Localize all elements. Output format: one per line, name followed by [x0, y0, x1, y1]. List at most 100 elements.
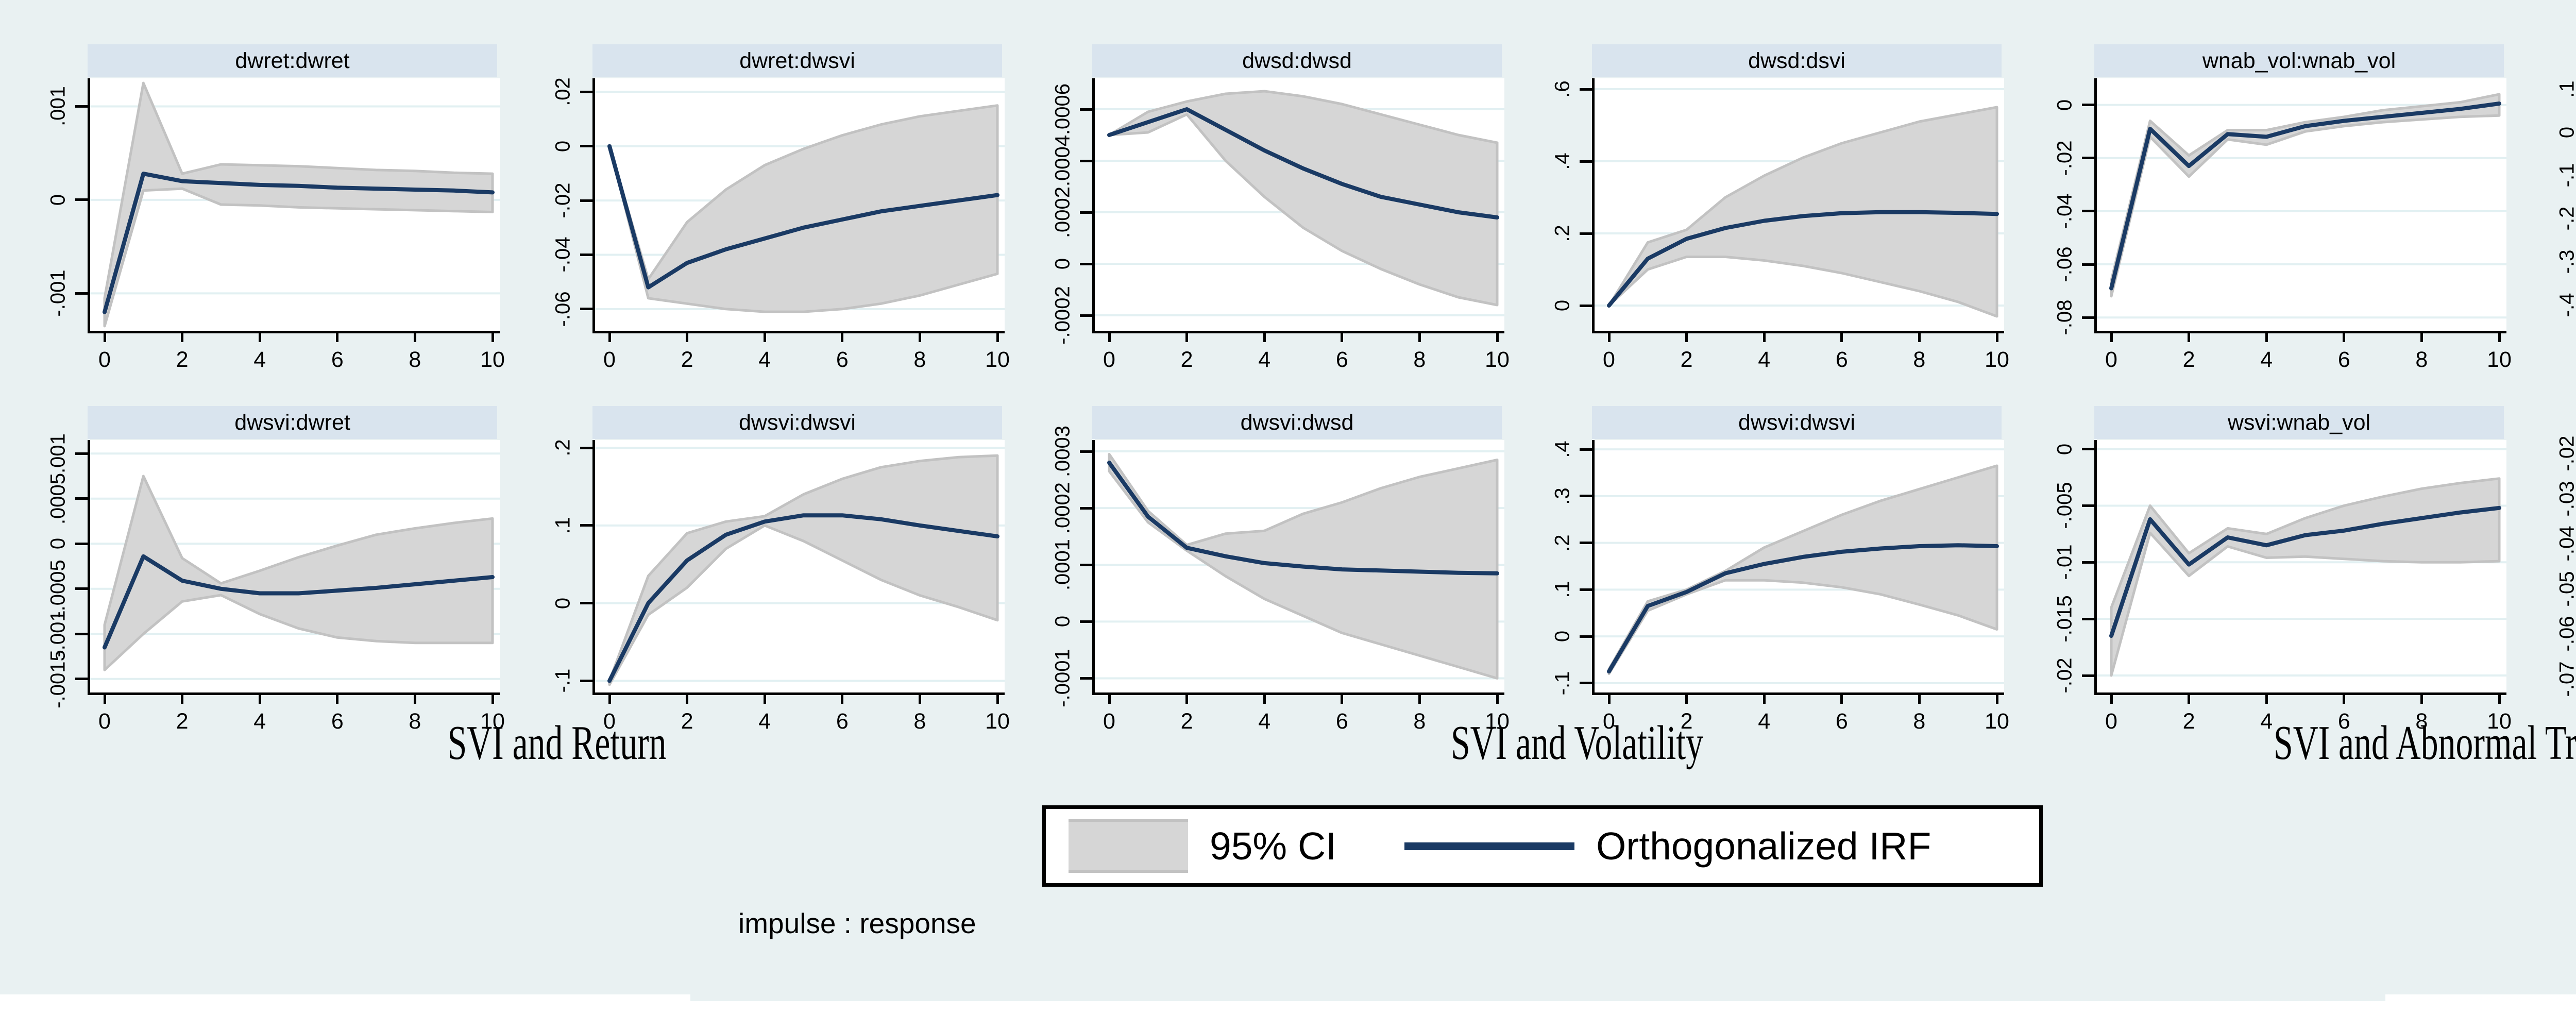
x-tick-mark	[1496, 692, 1499, 704]
x-tick-label: 6	[836, 709, 849, 734]
ci-band	[1607, 464, 1998, 675]
x-tick-label: 2	[2182, 347, 2195, 372]
y-tick-mark	[75, 497, 88, 500]
y-tick-mark	[580, 679, 592, 682]
y-tick-label: -.06	[2555, 616, 2576, 652]
x-tick-mark	[1607, 331, 1611, 342]
legend-irf-label: Orthogonalized IRF	[1596, 824, 1931, 868]
y-tick-mark	[580, 524, 592, 527]
x-tick-mark	[103, 331, 106, 342]
x-tick-mark	[918, 331, 921, 342]
x-tick-mark	[1496, 331, 1499, 342]
irf-panel: dwsvi:dwret .001.0005 0 -.0005 -.001 -.0015 0 2…	[47, 406, 505, 734]
y-tick-label: .3	[1551, 487, 1574, 505]
x-tick-label: 0	[603, 709, 616, 734]
x-tick-label: 8	[1913, 347, 1926, 372]
x-tick-mark	[103, 692, 106, 704]
y-tick-label: -.0005	[46, 560, 70, 618]
irf-chart-svg	[90, 81, 500, 328]
panel-title: dwret:dwsvi	[739, 48, 855, 73]
y-tick-label: -.01	[2053, 544, 2076, 580]
x-tick-mark	[181, 331, 184, 342]
y-tick-label: -.07	[2555, 661, 2576, 697]
x-tick-label: 8	[2415, 347, 2428, 372]
impulse-response-note: impulse : response	[738, 907, 976, 939]
plot-area: .6 .4 .2 0 0 2 4 6 8 10	[1551, 78, 2009, 372]
plot-area: .001.0005 0 -.0005 -.001 -.0015 0 2 4 6 8 10	[47, 433, 505, 734]
y-tick-label: .2	[1551, 534, 1574, 552]
y-tick-mark	[580, 90, 592, 93]
y-tick-label: -.04	[2555, 526, 2576, 562]
irf-line	[1107, 461, 1499, 576]
y-tick-mark	[75, 587, 88, 590]
y-tick-mark	[2082, 316, 2094, 319]
x-tick-label: 10	[480, 347, 505, 372]
x-tick-mark	[413, 331, 416, 342]
x-tick-mark	[1685, 331, 1688, 342]
y-tick-label: .0003	[1051, 425, 1074, 478]
x-tick-mark	[996, 692, 999, 704]
y-tick-mark	[1580, 160, 1592, 163]
y-tick-mark	[2082, 674, 2094, 677]
x-tick-mark	[1418, 331, 1421, 342]
y-tick-mark	[2082, 617, 2094, 620]
x-tick-label: 4	[1758, 347, 1771, 372]
x-tick-label: 2	[176, 347, 189, 372]
x-tick-label: 8	[409, 709, 421, 734]
irf-chart-svg	[1595, 448, 2004, 684]
x-tick-label: 0	[1103, 347, 1115, 372]
x-tick-mark	[1995, 331, 1998, 342]
x-tick-label: 10	[985, 347, 1010, 372]
x-tick-mark	[918, 692, 921, 704]
y-tick-mark	[580, 145, 592, 148]
x-tick-mark	[2110, 692, 2113, 704]
x-tick-mark	[1341, 331, 1344, 342]
panel-title-strip: dwsd:dwsd	[1092, 44, 1502, 77]
y-tick-mark	[1580, 588, 1592, 591]
irf-panel: dwsvi:dwsd .0003 .0002 .0001 0 -.0001 0 2 4 6 8 10	[1052, 406, 1510, 734]
x-tick-label: 6	[1835, 347, 1848, 372]
irf-line	[2109, 505, 2501, 638]
y-tick-label: .0002	[1051, 186, 1074, 239]
panel-title: dwret:dwret	[235, 48, 350, 73]
y-tick-label: .0005	[46, 472, 70, 525]
y-tick-mark	[2082, 561, 2094, 564]
y-tick-mark	[75, 678, 88, 681]
y-tick-mark	[1580, 542, 1592, 545]
y-tick-label: -.4	[2555, 293, 2576, 317]
x-tick-label: 8	[1413, 709, 1426, 734]
irf-line-icon	[1404, 842, 1574, 850]
ci-band	[608, 104, 999, 313]
x-tick-label: 0	[1603, 347, 1615, 372]
panel-title: dwsvi:dwret	[234, 410, 350, 435]
y-tick-label: 0	[1551, 299, 1574, 312]
y-tick-label: 0	[1051, 258, 1074, 270]
x-tick-label: 4	[758, 347, 771, 372]
x-tick-mark	[608, 331, 611, 342]
y-tick-label: .02	[551, 77, 574, 107]
x-tick-label: 0	[98, 347, 111, 372]
x-tick-mark	[1762, 692, 1766, 704]
x-tick-mark	[2110, 331, 2113, 342]
y-tick-label: -.03	[2555, 481, 2576, 517]
ci-band	[2110, 477, 2501, 677]
y-tick-label: -.02	[2053, 140, 2076, 176]
x-tick-mark	[1685, 692, 1688, 704]
panel-title-strip: wsvi:wnab_vol	[2094, 406, 2504, 439]
x-tick-label: 2	[1180, 709, 1193, 734]
x-tick-label: 6	[2337, 709, 2350, 734]
y-tick-mark	[1080, 620, 1092, 623]
x-tick-mark	[1607, 692, 1611, 704]
x-tick-label: 10	[1485, 347, 1510, 372]
x-tick-label: 4	[253, 347, 266, 372]
x-tick-label: 8	[913, 709, 926, 734]
plot-area: .0003 .0002 .0001 0 -.0001 0 2 4 6 8 10	[1052, 426, 1510, 734]
y-tick-label: .0002	[1051, 482, 1074, 534]
irf-chart-svg	[1595, 88, 2004, 318]
x-tick-label: 4	[1258, 709, 1271, 734]
plot-area: .02 0 -.02 -.04 -.06 0 2 4 6 8 10	[552, 78, 1010, 372]
y-tick-label: -.02	[551, 182, 574, 218]
y-tick-mark	[580, 199, 592, 202]
panel-title-strip: dwret:dwret	[88, 44, 497, 77]
bottom-page-margin-notch	[690, 994, 2385, 1001]
